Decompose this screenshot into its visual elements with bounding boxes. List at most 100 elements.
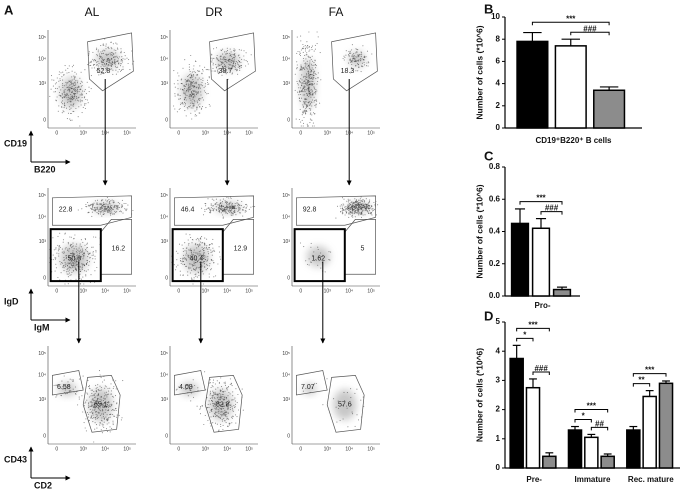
event-dot [308,72,309,73]
event-dot [80,250,81,251]
event-dot [231,417,232,418]
event-dot [304,87,305,88]
event-dot [117,71,118,72]
event-dot [63,110,64,111]
plot-tick-label: 10⁵ [123,446,131,452]
event-dot [70,101,71,102]
event-dot [103,50,104,51]
event-dot [301,83,302,84]
event-dot [222,391,223,392]
event-dot [363,59,364,60]
event-dot [185,86,186,87]
event-dot [98,65,99,66]
event-dot [316,65,317,66]
event-dot [105,417,106,418]
event-dot [121,211,122,212]
event-dot [209,263,210,264]
event-dot [354,206,355,207]
event-dot [198,239,199,240]
event-dot [228,64,229,65]
event-dot [200,79,201,80]
event-dot [297,92,298,93]
event-dot [213,382,214,383]
event-dot [195,243,196,244]
event-dot [196,247,197,248]
event-dot [195,77,196,78]
event-dot [87,262,88,263]
event-dot [194,263,195,264]
event-dot [186,95,187,96]
event-dot [98,211,99,212]
event-dot [203,248,204,249]
event-dot [185,93,186,94]
plot-tick-label: 10³ [324,446,332,452]
plot-tick-label: 10⁵ [160,193,168,199]
event-dot [177,83,178,84]
event-dot [65,264,66,265]
event-dot [205,203,206,204]
event-dot [70,120,71,121]
plot-tick-label: 10⁴ [160,215,168,221]
event-dot [231,62,232,63]
plot-tick-label: 10⁴ [38,57,46,63]
event-dot [357,203,358,204]
event-dot [102,432,103,433]
event-dot [102,51,103,52]
event-dot [74,89,75,90]
event-dot [62,100,63,101]
event-dot [92,59,93,60]
event-dot [181,79,182,80]
event-dot [212,260,213,261]
event-dot [80,245,81,246]
event-dot [232,418,233,419]
event-dot [102,409,103,410]
event-dot [315,107,316,108]
event-dot [62,267,63,268]
significance-label: *** [566,14,576,23]
event-dot [71,84,72,85]
x-tick-label: Immature [574,475,611,484]
column-header: AL [85,5,100,19]
event-dot [88,403,89,404]
event-dot [187,89,188,90]
event-dot [87,251,88,252]
event-dot [64,283,65,284]
event-dot [220,394,221,395]
event-dot [189,67,190,68]
event-dot [68,113,69,114]
event-dot [309,57,310,58]
event-dot [305,50,306,51]
event-dot [62,87,63,88]
bar [568,430,581,468]
event-dot [220,377,221,378]
event-dot [222,388,223,389]
gate-percentage: 5 [360,246,364,253]
significance-label: ## [595,420,604,429]
event-dot [233,411,234,412]
event-dot [65,265,66,266]
event-dot [205,259,206,260]
significance-label: ** [638,376,645,385]
event-dot [94,64,95,65]
event-dot [58,250,59,251]
plot-tick-label: 0 [299,130,302,136]
event-dot [349,206,350,207]
event-dot [219,397,220,398]
event-dot [359,213,360,214]
event-dot [211,400,212,401]
event-dot [296,53,297,54]
event-dot [75,108,76,109]
event-dot [177,265,178,266]
event-dot [95,200,96,201]
event-dot [354,204,355,205]
event-dot [59,71,60,72]
event-dot [238,60,239,61]
event-dot [218,416,219,417]
event-dot [210,416,211,417]
event-dot [356,389,357,390]
event-dot [210,269,211,270]
event-dot [191,107,192,108]
bar [526,388,539,468]
event-dot [87,252,88,253]
